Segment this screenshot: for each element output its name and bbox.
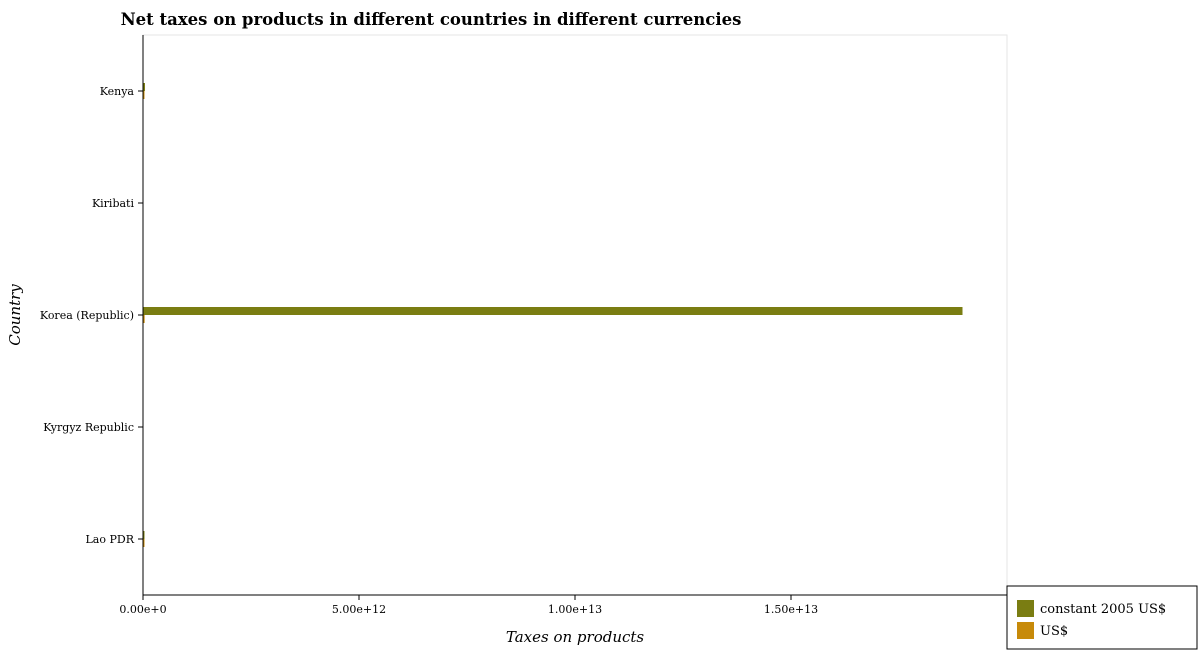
y-tick-label: Kyrgyz Republic [43,421,134,434]
bar-usd-korea-republic [143,315,145,323]
legend-box [1006,585,1198,650]
x-ticks: 0.00e+0 5.00e+12 1.00e+13 1.50e+13 [119,595,818,616]
bar-constant-2005-usd-lao-pdr [143,531,145,539]
legend-label-usd: US$ [1040,624,1068,639]
bar-constant-2005-usd-kenya [143,83,145,91]
x-tick-label: 0.00e+0 [119,603,166,616]
y-tick-label: Lao PDR [86,533,135,546]
bar-constant-2005-usd-korea-republic [143,307,963,315]
bars [143,83,963,547]
x-tick-label: 5.00e+12 [332,603,386,616]
bar-usd-lao-pdr [143,539,145,547]
y-tick-label: Kiribati [92,197,135,210]
x-tick-label: 1.50e+13 [764,603,818,616]
y-ticks: Kenya Kiribati Korea (Republic) Kyrgyz Repu… [40,85,143,546]
y-tick-label: Korea (Republic) [40,309,134,322]
legend-swatch-constant-2005-usd [1017,600,1034,617]
y-axis-label: Country [6,284,24,346]
x-tick-label: 1.00e+13 [548,603,602,616]
legend-label-constant-2005-usd: constant 2005 US$ [1040,602,1166,617]
chart-title: Net taxes on products in different count… [121,10,742,29]
x-axis-label: Taxes on products [506,628,645,646]
bar-usd-kenya [143,91,145,99]
legend: constant 2005 US$ US$ [1006,585,1198,650]
legend-swatch-usd [1017,622,1034,639]
y-tick-label: Kenya [100,85,135,98]
